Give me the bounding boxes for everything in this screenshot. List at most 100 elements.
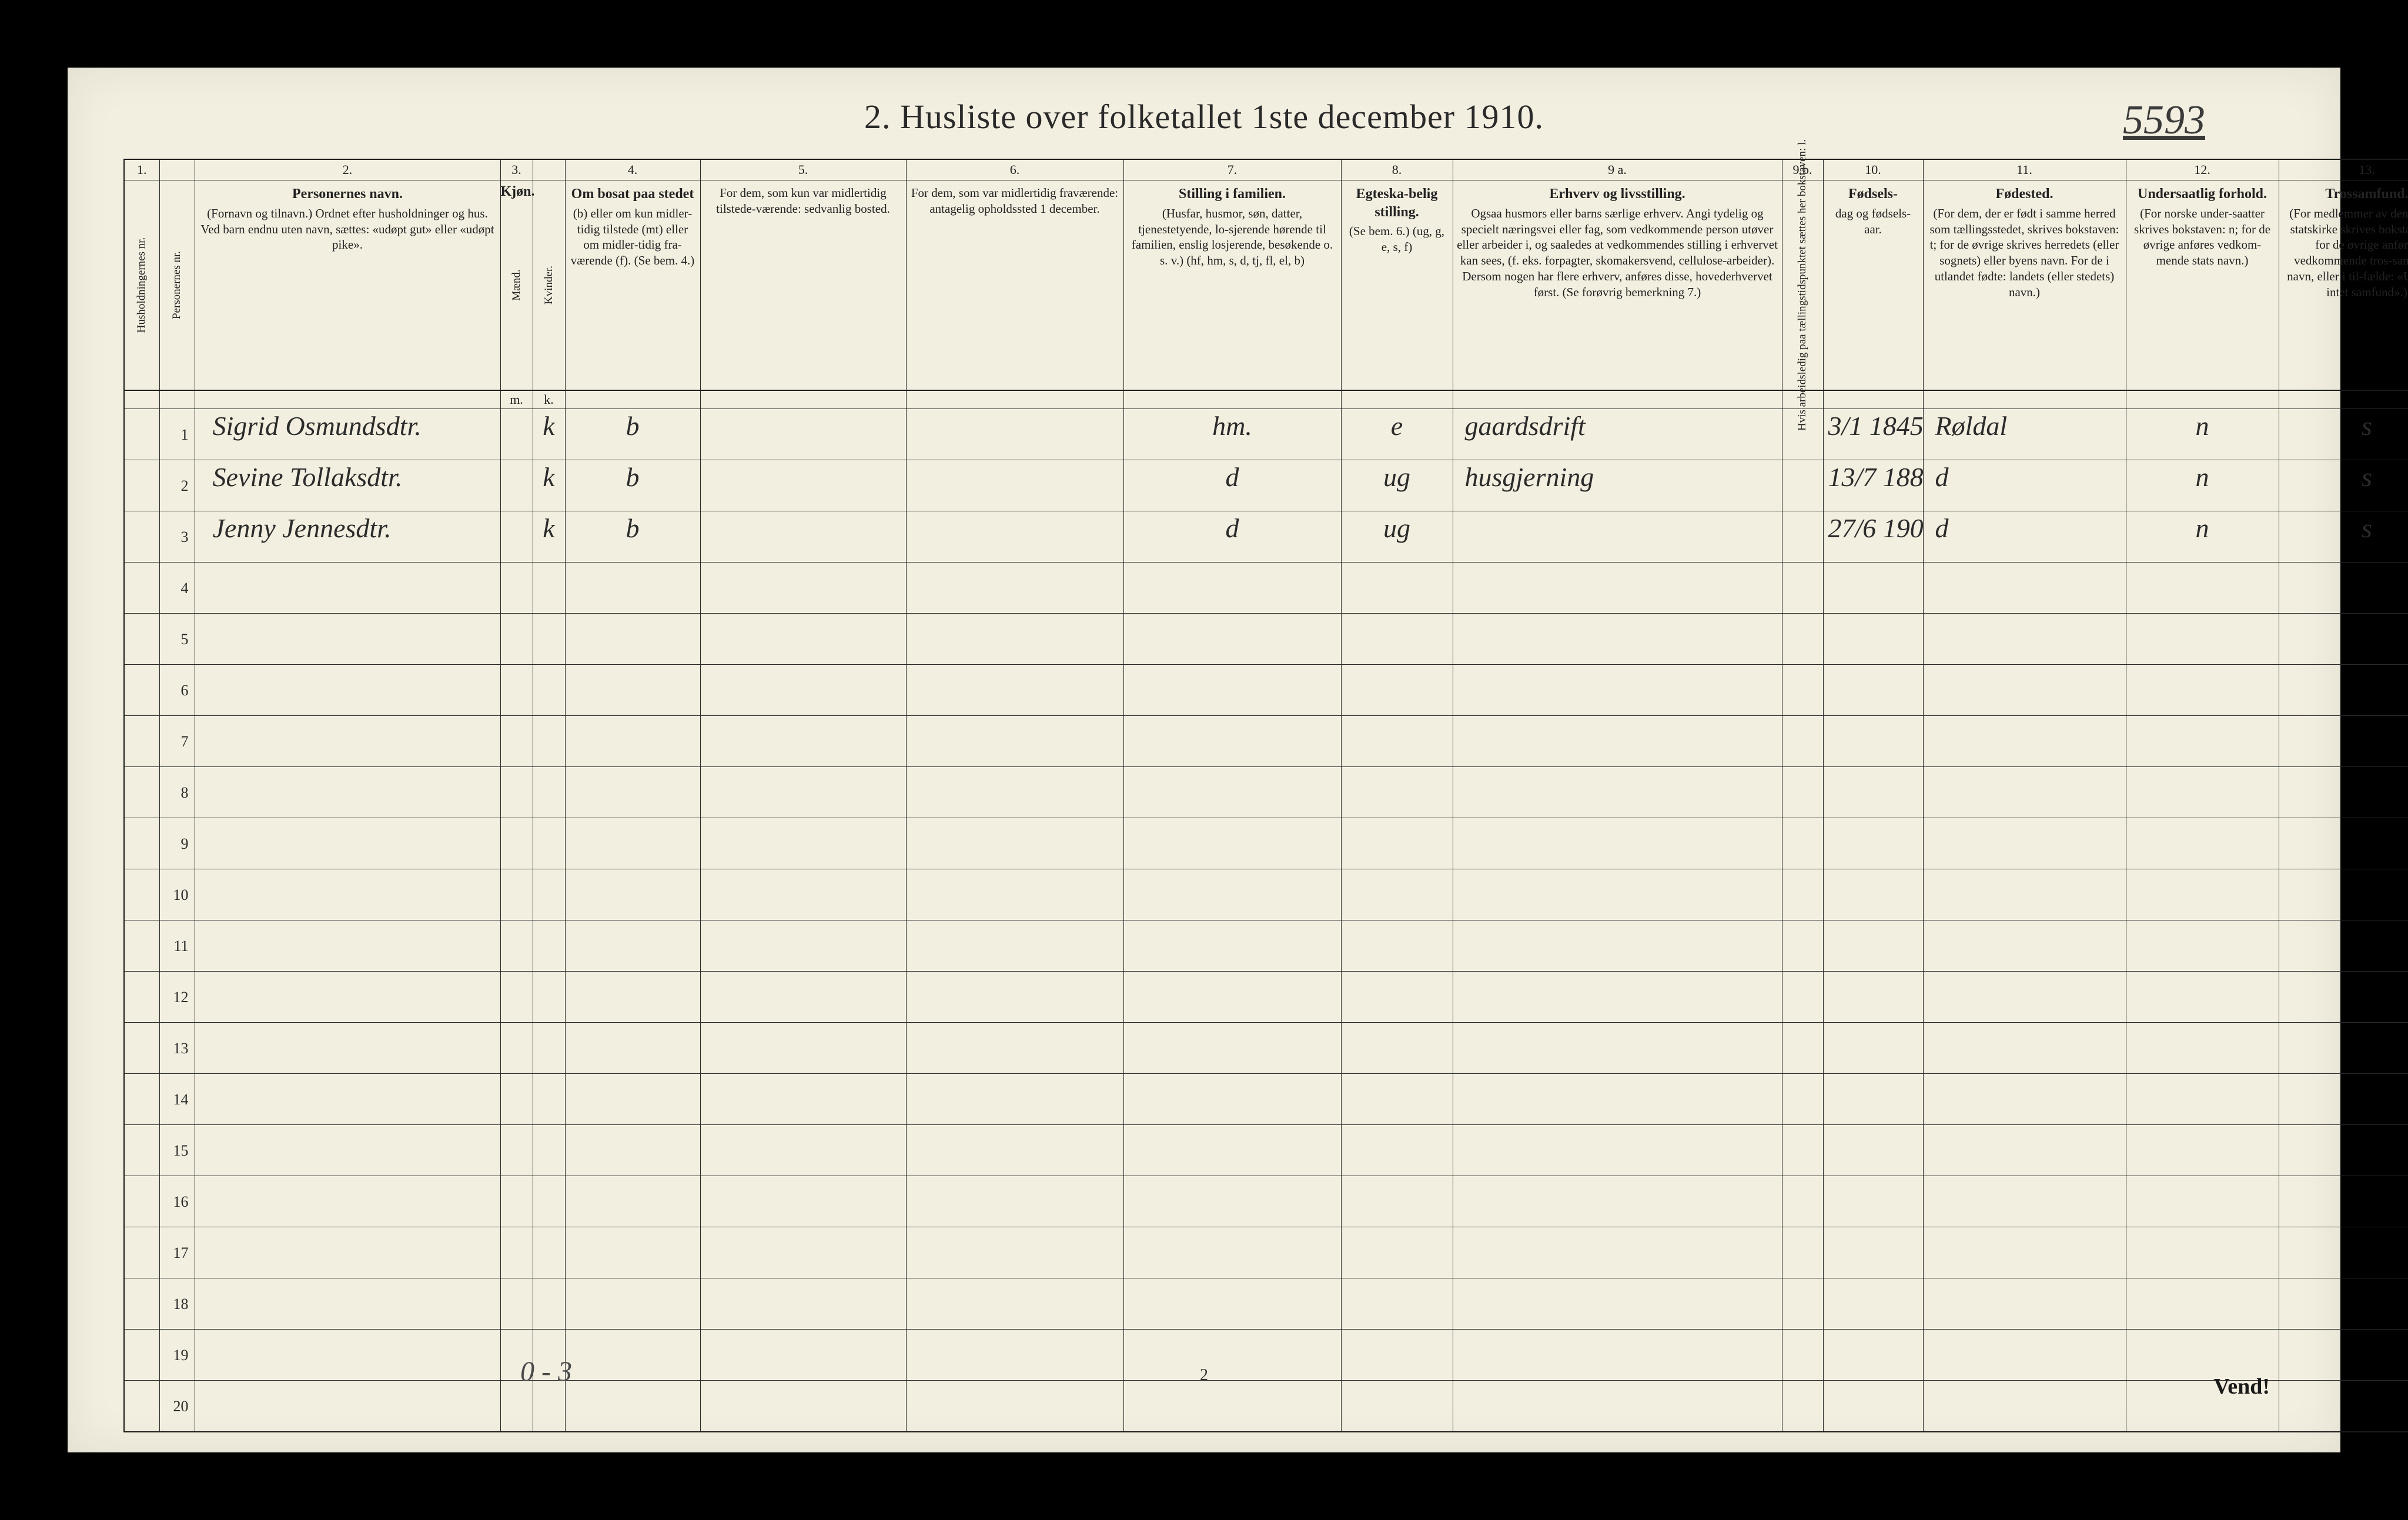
column-number: 1. [124, 159, 159, 180]
table-cell [500, 614, 533, 665]
column-header: Erhverv og livsstilling.Ogsaa husmors el… [1453, 180, 1782, 391]
column-number: 6. [906, 159, 1123, 180]
table-cell [1453, 972, 1782, 1023]
table-cell [1782, 1227, 1823, 1278]
column-header: For dem, som kun var midlertidig tilsted… [700, 180, 906, 391]
table-cell [2279, 818, 2408, 869]
table-cell [1923, 972, 2126, 1023]
table-cell [195, 665, 500, 716]
table-cell [1123, 1330, 1341, 1381]
table-cell [195, 1023, 500, 1074]
table-cell [2279, 1278, 2408, 1330]
table-cell: 5 [159, 614, 195, 665]
table-cell [2126, 1125, 2279, 1176]
table-cell [565, 869, 700, 920]
table-cell [2279, 972, 2408, 1023]
table-cell [1923, 1278, 2126, 1330]
column-number: 4. [565, 159, 700, 180]
table-row: 8 [124, 767, 2408, 818]
table-cell [1123, 767, 1341, 818]
table-cell [195, 1278, 500, 1330]
column-sub-bottom: k. [533, 390, 565, 409]
table-cell [1823, 1278, 1923, 1330]
table-cell [700, 1074, 906, 1125]
table-cell [124, 563, 159, 614]
table-cell: 15 [159, 1125, 195, 1176]
table-cell: Sigrid Osmundsdtr. [195, 409, 500, 460]
table-cell [1782, 511, 1823, 563]
column-number: 8. [1341, 159, 1453, 180]
table-cell [906, 920, 1123, 972]
table-cell [700, 460, 906, 511]
table-cell: n [2126, 460, 2279, 511]
table-cell [700, 818, 906, 869]
table-cell [565, 1023, 700, 1074]
table-cell [1123, 1125, 1341, 1176]
column-sub-bottom [1823, 390, 1923, 409]
column-header: Mænd.Kjøn. [500, 180, 533, 391]
table-cell [565, 1330, 700, 1381]
table-cell [124, 460, 159, 511]
table-cell: n [2126, 409, 2279, 460]
table-cell [2279, 1381, 2408, 1432]
table-cell [2279, 1227, 2408, 1278]
table-cell: 2 [159, 460, 195, 511]
column-sub-bottom [195, 390, 500, 409]
table-cell [533, 1381, 565, 1432]
table-cell [500, 563, 533, 614]
table-cell [700, 1227, 906, 1278]
table-cell [1123, 818, 1341, 869]
table-cell [1123, 920, 1341, 972]
table-cell [1341, 869, 1453, 920]
table-row: 18 [124, 1278, 2408, 1330]
table-cell [500, 1278, 533, 1330]
table-cell [195, 869, 500, 920]
table-cell [1782, 1125, 1823, 1176]
table-row: 10 [124, 869, 2408, 920]
table-cell [1453, 1330, 1782, 1381]
table-cell [500, 409, 533, 460]
table-cell [906, 1074, 1123, 1125]
table-cell [2279, 869, 2408, 920]
table-row: 13 [124, 1023, 2408, 1074]
table-cell [1923, 716, 2126, 767]
table-cell [1453, 1381, 1782, 1432]
column-header-row: Husholdningernes nr.Personernes nr.Perso… [124, 180, 2408, 391]
table-cell [906, 1227, 1123, 1278]
table-cell: d [1923, 511, 2126, 563]
table-cell [906, 409, 1123, 460]
table-cell [124, 511, 159, 563]
column-number [533, 159, 565, 180]
table-cell [1823, 1330, 1923, 1381]
table-cell [533, 920, 565, 972]
column-header: Trossamfund.(For medlemmer av den norske… [2279, 180, 2408, 391]
table-cell: 11 [159, 920, 195, 972]
census-table: 1.2.3.4.5.6.7.8.9 a.9 b.10.11.12.13.14. … [123, 159, 2408, 1432]
table-cell: 7 [159, 716, 195, 767]
table-cell [195, 563, 500, 614]
column-number: 7. [1123, 159, 1341, 180]
column-sub-bottom [1453, 390, 1782, 409]
table-cell [533, 1227, 565, 1278]
table-cell [195, 920, 500, 972]
table-cell [1923, 665, 2126, 716]
table-cell [2279, 1330, 2408, 1381]
table-cell [1782, 460, 1823, 511]
table-cell [124, 869, 159, 920]
table-cell [565, 1125, 700, 1176]
table-cell [1123, 1381, 1341, 1432]
table-cell [2126, 1278, 2279, 1330]
table-cell [1123, 1176, 1341, 1227]
table-cell [1823, 563, 1923, 614]
table-cell: 16 [159, 1176, 195, 1227]
table-cell [2126, 614, 2279, 665]
table-cell: 18 [159, 1278, 195, 1330]
table-cell [124, 665, 159, 716]
table-cell [1823, 972, 1923, 1023]
table-row: 15 [124, 1125, 2408, 1176]
table-cell [906, 1330, 1123, 1381]
table-cell [533, 1176, 565, 1227]
table-cell [124, 409, 159, 460]
table-cell [1453, 1176, 1782, 1227]
table-cell [124, 818, 159, 869]
